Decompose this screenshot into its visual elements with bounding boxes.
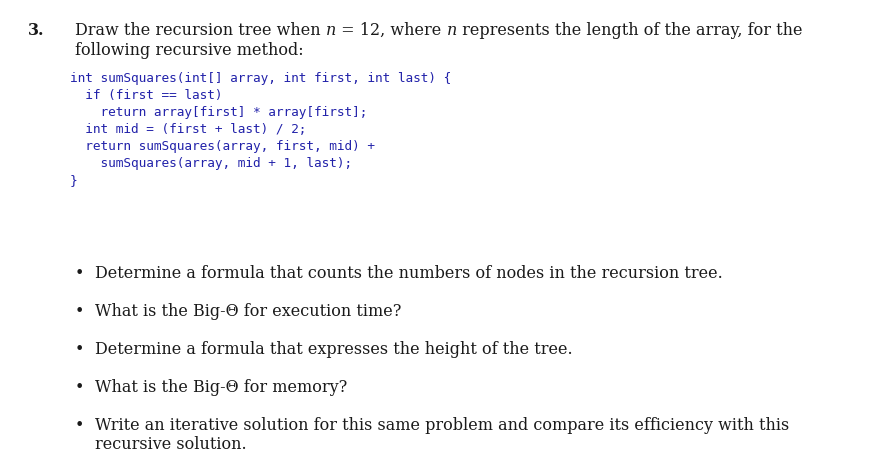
Text: •: • [75, 379, 84, 396]
Text: n: n [446, 22, 457, 39]
Text: recursive solution.: recursive solution. [95, 436, 247, 453]
Text: •: • [75, 303, 84, 320]
Text: •: • [75, 417, 84, 434]
Text: What is the Big-Θ for execution time?: What is the Big-Θ for execution time? [95, 303, 402, 320]
Text: Draw the recursion tree when: Draw the recursion tree when [75, 22, 326, 39]
Text: n: n [326, 22, 336, 39]
Text: int sumSquares(int[] array, int first, int last) {: int sumSquares(int[] array, int first, i… [70, 72, 451, 85]
Text: return sumSquares(array, first, mid) +: return sumSquares(array, first, mid) + [70, 140, 375, 153]
Text: = 12, where: = 12, where [336, 22, 446, 39]
Text: Write an iterative solution for this same problem and compare its efficiency wit: Write an iterative solution for this sam… [95, 417, 789, 434]
Text: •: • [75, 265, 84, 282]
Text: 3.: 3. [28, 22, 44, 39]
Text: represents the length of the array, for the: represents the length of the array, for … [457, 22, 802, 39]
Text: return array[first] * array[first];: return array[first] * array[first]; [70, 106, 367, 119]
Text: What is the Big-Θ for memory?: What is the Big-Θ for memory? [95, 379, 347, 396]
Text: Determine a formula that expresses the height of the tree.: Determine a formula that expresses the h… [95, 341, 573, 358]
Text: int mid = (first + last) / 2;: int mid = (first + last) / 2; [70, 123, 306, 136]
Text: •: • [75, 341, 84, 358]
Text: Determine a formula that counts the numbers of nodes in the recursion tree.: Determine a formula that counts the numb… [95, 265, 723, 282]
Text: }: } [70, 174, 78, 187]
Text: if (first == last): if (first == last) [70, 89, 222, 102]
Text: following recursive method:: following recursive method: [75, 42, 304, 59]
Text: sumSquares(array, mid + 1, last);: sumSquares(array, mid + 1, last); [70, 157, 352, 170]
